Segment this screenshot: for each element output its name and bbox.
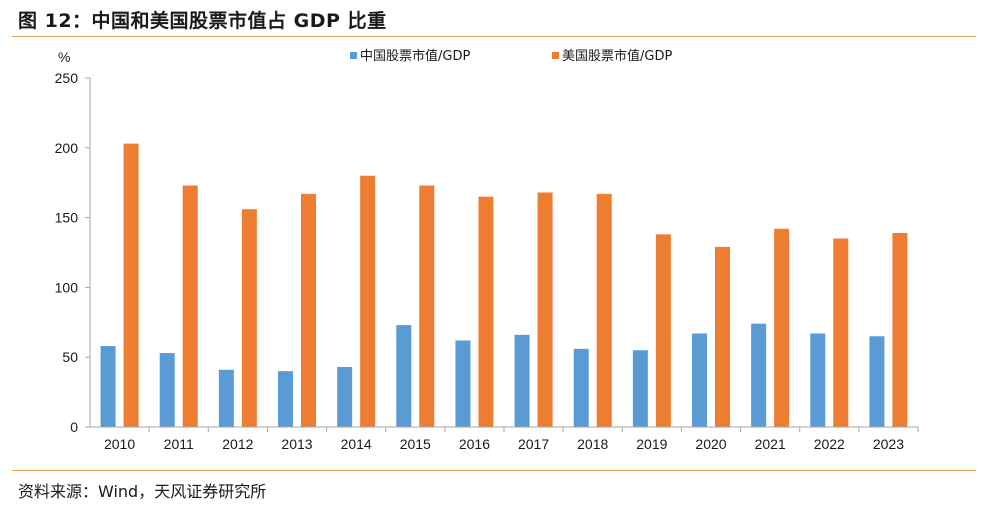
title-divider <box>12 36 976 37</box>
us-bar-2017 <box>537 192 553 427</box>
us-bar-2022 <box>833 238 849 427</box>
y-axis-unit: % <box>58 49 70 65</box>
china-bar-2010 <box>100 346 116 427</box>
y-tick-label: 100 <box>55 279 79 295</box>
china-bar-2017 <box>514 334 530 427</box>
us-bar-2016 <box>478 196 494 427</box>
us-bar-2023 <box>892 232 908 427</box>
legend-label: 美国股票市值/GDP <box>562 48 672 64</box>
x-tick-label: 2019 <box>636 436 667 452</box>
x-tick-label: 2013 <box>281 436 312 452</box>
legend-swatch <box>552 52 559 59</box>
china-bar-2016 <box>455 340 471 427</box>
x-axis: 2010 2011 2012 2013 2014 2015 2016 2017 2018 2019… <box>90 426 919 452</box>
x-tick-label: 2021 <box>755 436 786 452</box>
legend-label: 中国股票市值/GDP <box>360 48 470 64</box>
china-bar-2012 <box>218 369 234 427</box>
x-tick-label: 2020 <box>695 436 726 452</box>
source-divider <box>12 470 976 471</box>
x-tick-label: 2014 <box>341 436 372 452</box>
us-bar-2018 <box>596 193 612 427</box>
us-bar-2014 <box>360 175 376 427</box>
china-bar-2020 <box>692 333 707 427</box>
y-tick-label: 50 <box>62 349 78 365</box>
china-bar-2015 <box>396 325 412 427</box>
x-tick-label: 2018 <box>577 436 608 452</box>
us-bar-2011 <box>182 185 198 427</box>
legend-swatch <box>350 52 357 59</box>
bar-chart: 中国股票市值/GDP 美国股票市值/GDP % 0 50 100 150 200 250 2… <box>55 48 919 452</box>
x-tick-label: 2015 <box>400 436 431 452</box>
us-bar-2021 <box>774 228 790 427</box>
us-bar-2015 <box>419 185 435 427</box>
y-tick-label: 0 <box>70 419 78 435</box>
x-tick-label: 2022 <box>814 436 845 452</box>
china-bar-2013 <box>278 371 293 427</box>
y-tick-label: 150 <box>55 210 79 226</box>
us-bar-2020 <box>715 246 730 427</box>
china-bar-2014 <box>337 366 353 427</box>
x-tick-label: 2023 <box>873 436 904 452</box>
y-tick-label: 200 <box>55 140 79 156</box>
x-tick-label: 2017 <box>518 436 549 452</box>
source-note: 资料来源：Wind，天风证券研究所 <box>18 482 267 501</box>
china-bar-2011 <box>159 353 175 427</box>
x-tick-label: 2012 <box>222 436 253 452</box>
x-tick-label: 2016 <box>459 436 490 452</box>
china-bar-2021 <box>751 323 767 427</box>
y-tick-label: 250 <box>55 70 79 86</box>
figure-title: 图 12：中国和美国股票市值占 GDP 比重 <box>18 10 387 32</box>
china-bar-2018 <box>573 348 589 427</box>
china-bar-2022 <box>810 333 826 427</box>
legend: 中国股票市值/GDP 美国股票市值/GDP <box>350 48 672 64</box>
us-bar-2013 <box>301 193 316 427</box>
bars <box>100 143 908 427</box>
x-tick-label: 2011 <box>164 436 194 452</box>
x-tick-label: 2010 <box>104 436 135 452</box>
china-bar-2023 <box>869 336 885 427</box>
us-bar-2010 <box>123 143 139 427</box>
china-bar-2019 <box>632 350 648 427</box>
us-bar-2012 <box>241 209 257 427</box>
y-axis: 0 50 100 150 200 250 <box>55 70 91 435</box>
us-bar-2019 <box>655 234 671 427</box>
